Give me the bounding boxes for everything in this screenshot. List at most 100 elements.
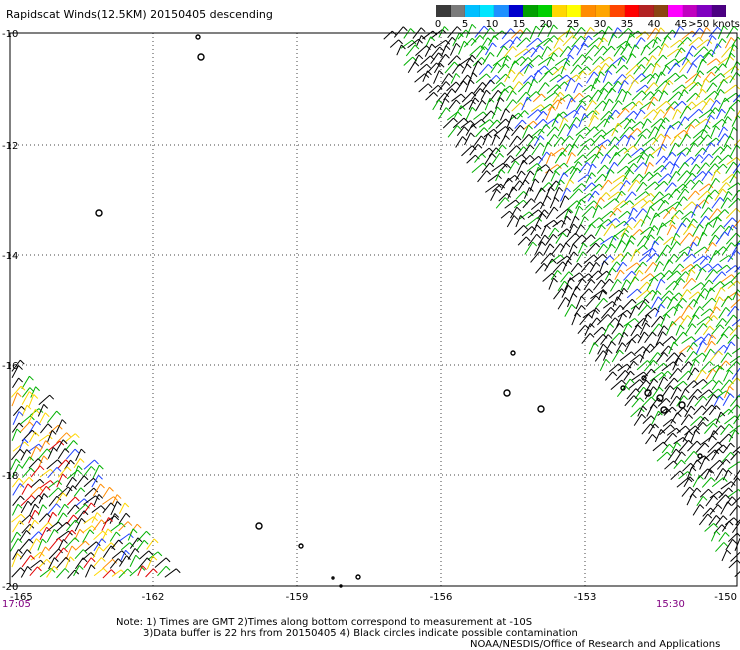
wind-barb xyxy=(611,323,624,335)
wind-barb xyxy=(55,521,72,533)
wind-barb xyxy=(459,99,476,110)
wind-barb xyxy=(28,408,40,423)
wind-barb xyxy=(590,289,607,300)
wind-barb xyxy=(729,505,740,516)
wind-barb xyxy=(553,81,569,93)
wind-barb xyxy=(46,565,59,578)
wind-barb xyxy=(28,431,40,443)
wind-barb xyxy=(653,208,671,219)
wind-barb xyxy=(109,558,123,569)
wind-barb xyxy=(490,62,502,73)
wind-barb xyxy=(555,208,572,220)
wind-barb xyxy=(599,81,613,92)
wind-barb xyxy=(461,63,472,74)
wind-barb xyxy=(706,418,721,427)
wind-barb xyxy=(530,251,544,263)
wind-barb xyxy=(716,333,729,345)
wind-barb xyxy=(420,55,435,66)
wind-barb xyxy=(644,181,660,191)
wind-barb xyxy=(501,28,515,40)
wind-barb xyxy=(29,503,40,516)
wind-barb xyxy=(630,249,641,262)
wind-barb xyxy=(581,333,595,344)
wind-barb xyxy=(137,565,147,577)
wind-barb xyxy=(446,81,461,92)
wind-barb xyxy=(65,440,78,451)
wind-barb xyxy=(623,318,640,327)
wind-barb xyxy=(728,197,740,209)
wind-barb xyxy=(477,170,492,183)
legend-label: >50 knots xyxy=(688,19,740,30)
wind-barb xyxy=(664,124,675,137)
wind-barb xyxy=(620,279,631,291)
wind-barb xyxy=(67,569,80,579)
wind-barb xyxy=(702,507,715,517)
wind-barb xyxy=(644,82,659,94)
wind-barb xyxy=(647,172,662,182)
wind-barb xyxy=(624,395,639,407)
wind-barb xyxy=(578,113,589,128)
wind-barb xyxy=(587,190,600,202)
wind-barb xyxy=(488,35,499,46)
wind-barb xyxy=(677,170,692,182)
wind-barb xyxy=(662,306,678,317)
wind-barb xyxy=(74,528,85,540)
wind-barb xyxy=(613,200,629,210)
wind-barb xyxy=(706,137,721,146)
wind-barb xyxy=(649,212,661,226)
wind-barb xyxy=(662,106,676,119)
wind-barb xyxy=(499,108,510,121)
wind-barb xyxy=(649,198,666,208)
wind-barb xyxy=(730,272,740,283)
wind-barb xyxy=(689,163,701,175)
wind-barb xyxy=(682,462,695,472)
wind-barb xyxy=(698,109,716,119)
wind-barb xyxy=(704,422,718,434)
wind-barb xyxy=(608,151,621,164)
wind-barb xyxy=(691,154,704,166)
wind-barb xyxy=(557,228,572,237)
credit-line: NOAA/NESDIS/Office of Research and Appli… xyxy=(470,639,721,650)
wind-barb xyxy=(715,468,728,481)
wind-barb xyxy=(701,477,716,488)
wind-barb xyxy=(699,78,710,91)
wind-barb xyxy=(48,537,64,550)
wind-barb xyxy=(74,503,90,515)
wind-barb xyxy=(538,70,554,83)
wind-barb xyxy=(531,104,546,112)
legend-label: 25 xyxy=(566,19,580,30)
wind-barb xyxy=(722,393,735,406)
wind-barb xyxy=(722,65,740,76)
wind-barb xyxy=(560,271,574,283)
wind-barb xyxy=(686,493,697,506)
wind-barb xyxy=(568,243,578,255)
wind-barb xyxy=(617,309,632,318)
wind-barb xyxy=(611,349,624,363)
wind-barb xyxy=(56,432,71,444)
wind-barb xyxy=(707,441,723,453)
wind-barb xyxy=(723,369,734,382)
wind-barb xyxy=(541,168,554,183)
wind-barb xyxy=(496,88,509,102)
wind-barb xyxy=(465,124,477,136)
wind-barb xyxy=(559,94,574,102)
wind-barb xyxy=(621,101,638,110)
wind-barb xyxy=(633,245,648,254)
wind-barb xyxy=(699,456,710,470)
wind-barb xyxy=(572,183,587,192)
longitude-label: -165 xyxy=(10,592,33,603)
wind-barb xyxy=(603,323,615,336)
wind-barb xyxy=(686,466,697,480)
wind-barb xyxy=(600,153,611,164)
wind-barb xyxy=(635,181,648,192)
wind-barb xyxy=(38,394,55,406)
wind-barb xyxy=(451,93,466,102)
wind-barb xyxy=(704,340,716,353)
wind-barb xyxy=(622,240,635,253)
wind-barb xyxy=(47,503,61,515)
wind-barb xyxy=(470,35,485,47)
wind-barb xyxy=(585,295,601,307)
wind-barb xyxy=(614,269,625,281)
legend-swatch xyxy=(566,5,581,17)
wind-barb xyxy=(615,64,629,74)
